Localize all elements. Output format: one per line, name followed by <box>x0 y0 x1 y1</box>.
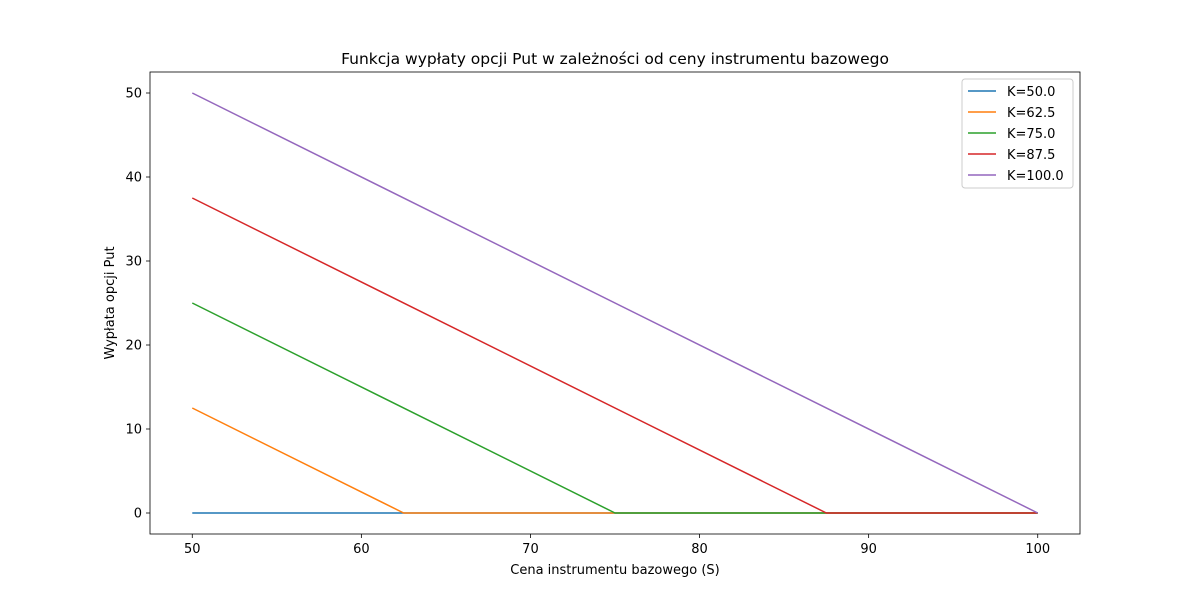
legend-label-2: K=62.5 <box>1007 106 1055 121</box>
y-tick-label: 50 <box>125 87 142 102</box>
series-line-2 <box>191 407 1038 514</box>
x-tick-label: 80 <box>691 542 708 557</box>
x-tick-label: 100 <box>1025 542 1050 557</box>
chart-title: Funkcja wypłaty opcji Put w zależności o… <box>341 50 889 68</box>
legend-label-4: K=87.5 <box>1007 148 1055 163</box>
plot-lines <box>191 92 1039 514</box>
y-tick-label: 10 <box>125 423 142 438</box>
x-axis-label: Cena instrumentu bazowego (S) <box>510 563 719 578</box>
x-tick-label: 70 <box>522 542 539 557</box>
legend-label-1: K=50.0 <box>1007 85 1055 100</box>
series-line-4 <box>191 197 1038 514</box>
x-tick-label: 50 <box>184 542 201 557</box>
x-tick-label: 90 <box>860 542 877 557</box>
plot-frame <box>149 71 1081 535</box>
y-tick-label: 40 <box>125 171 142 186</box>
series-line-5 <box>191 92 1039 514</box>
y-tick-label: 0 <box>134 507 142 522</box>
legend-box <box>961 78 1074 189</box>
y-tick-label: 20 <box>125 339 142 354</box>
y-axis-label: Wypłata opcji Put <box>103 246 118 359</box>
legend: K=50.0 K=62.5 K=75.0 K=87.5 K=100.0 <box>961 78 1074 189</box>
legend-label-5: K=100.0 <box>1007 169 1064 184</box>
legend-label-3: K=75.0 <box>1007 127 1055 142</box>
y-tick-label: 30 <box>125 255 142 270</box>
x-tick-label: 60 <box>353 542 370 557</box>
axes: 50 60 70 80 90 100 0 10 20 30 40 50 <box>125 71 1081 557</box>
